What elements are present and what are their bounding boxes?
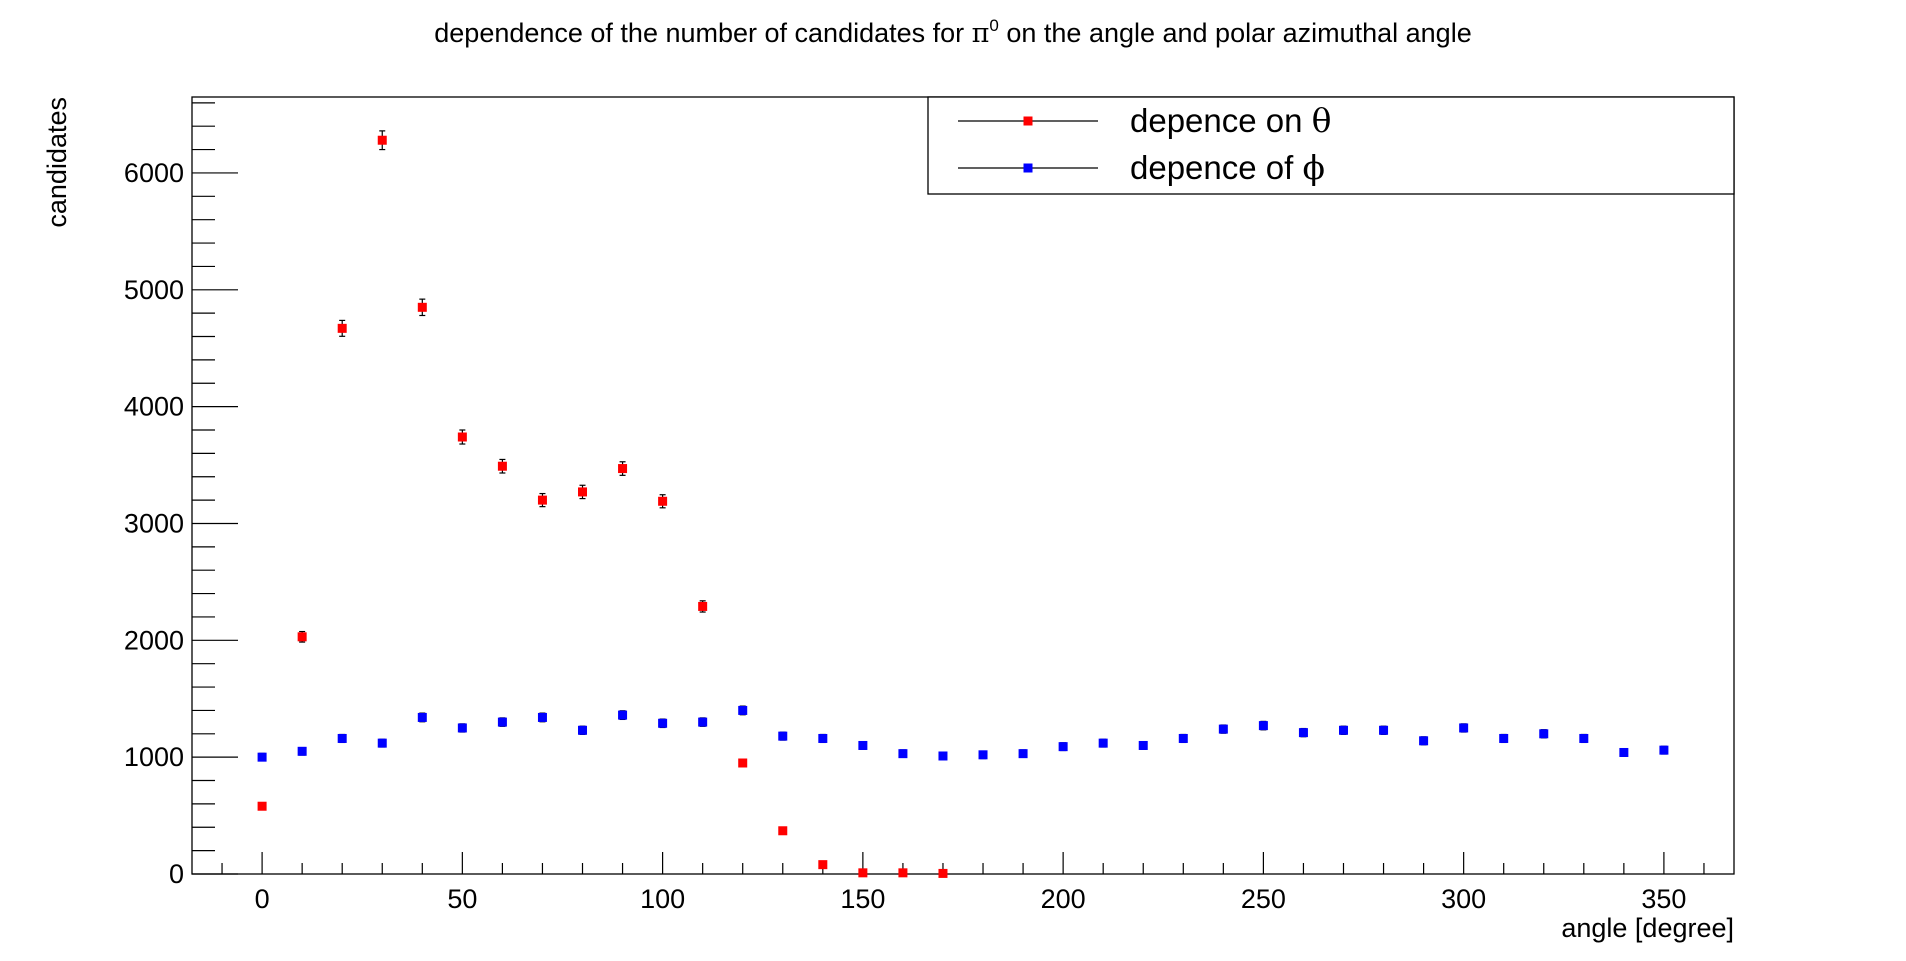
data-point bbox=[978, 750, 988, 760]
data-point bbox=[1138, 740, 1148, 750]
data-point bbox=[578, 487, 588, 497]
y-tick-label: 2000 bbox=[124, 625, 184, 655]
data-point bbox=[1218, 724, 1228, 734]
data-point bbox=[1058, 742, 1068, 752]
data-point bbox=[818, 860, 828, 870]
data-point bbox=[537, 712, 547, 722]
data-point bbox=[297, 632, 307, 642]
data-point bbox=[698, 717, 708, 727]
plot-frame bbox=[191, 96, 1735, 875]
data-point bbox=[377, 135, 387, 145]
x-tick-label: 300 bbox=[1441, 884, 1486, 914]
x-tick-label: 50 bbox=[447, 884, 477, 914]
data-point bbox=[1619, 747, 1629, 757]
data-point bbox=[698, 601, 708, 611]
data-point bbox=[658, 496, 668, 506]
data-point bbox=[1018, 749, 1028, 759]
data-point bbox=[337, 323, 347, 333]
data-point bbox=[497, 461, 507, 471]
x-tick-label: 100 bbox=[640, 884, 685, 914]
data-point bbox=[1459, 723, 1469, 733]
data-point bbox=[537, 495, 547, 505]
data-point bbox=[938, 868, 948, 878]
data-point bbox=[778, 826, 788, 836]
series-0 bbox=[257, 130, 948, 878]
data-point bbox=[778, 731, 788, 741]
x-tick-label: 350 bbox=[1641, 884, 1686, 914]
data-point bbox=[578, 725, 588, 735]
y-tick-label: 1000 bbox=[124, 742, 184, 772]
data-point bbox=[1419, 736, 1429, 746]
data-point bbox=[1178, 733, 1188, 743]
data-point bbox=[618, 710, 628, 720]
data-point bbox=[457, 432, 467, 442]
data-point bbox=[1579, 733, 1589, 743]
data-point bbox=[618, 464, 628, 474]
data-point bbox=[1539, 729, 1549, 739]
y-tick-label: 0 bbox=[169, 859, 184, 889]
y-axis-label: candidates bbox=[42, 97, 72, 228]
y-tick-label: 3000 bbox=[124, 508, 184, 538]
series-1 bbox=[257, 705, 1669, 762]
title-superscript: 0 bbox=[989, 16, 998, 35]
data-point bbox=[858, 868, 868, 878]
legend-marker bbox=[1023, 163, 1033, 173]
marks-layer bbox=[257, 130, 1669, 878]
data-point bbox=[417, 712, 427, 722]
data-point bbox=[1298, 728, 1308, 738]
data-point bbox=[818, 733, 828, 743]
x-tick-label: 250 bbox=[1241, 884, 1286, 914]
data-point bbox=[1338, 725, 1348, 735]
title-pi-symbol: π bbox=[972, 18, 990, 49]
data-point bbox=[417, 302, 427, 312]
data-point bbox=[1499, 733, 1509, 743]
chart-title: dependence of the number of candidates f… bbox=[434, 16, 1471, 49]
axes-layer: 0 50 100 150 200 250 300 350 0 1000 2000 3000 4000 50… bbox=[124, 96, 1735, 914]
data-point bbox=[658, 718, 668, 728]
x-tick-label: 0 bbox=[255, 884, 270, 914]
data-point bbox=[898, 868, 908, 878]
legend-marker bbox=[1023, 116, 1033, 126]
data-point bbox=[898, 749, 908, 759]
data-point bbox=[257, 801, 267, 811]
data-point bbox=[297, 746, 307, 756]
legend-label: depence on θ bbox=[1130, 101, 1332, 140]
data-point bbox=[938, 751, 948, 761]
data-point bbox=[257, 752, 267, 762]
data-point bbox=[1379, 725, 1389, 735]
x-tick-label: 200 bbox=[1041, 884, 1086, 914]
data-point bbox=[1258, 721, 1268, 731]
data-point bbox=[497, 717, 507, 727]
data-point bbox=[457, 723, 467, 733]
data-point bbox=[377, 738, 387, 748]
y-tick-label: 5000 bbox=[124, 275, 184, 305]
y-tick-label: 4000 bbox=[124, 392, 184, 422]
data-point bbox=[337, 733, 347, 743]
y-tick-label: 6000 bbox=[124, 158, 184, 188]
legend: depence on θ depence of ϕ bbox=[927, 96, 1735, 195]
data-point bbox=[1098, 738, 1108, 748]
data-point bbox=[1659, 745, 1669, 755]
data-point bbox=[738, 758, 748, 768]
data-point bbox=[858, 740, 868, 750]
x-axis-label: angle [degree] bbox=[1561, 913, 1734, 943]
x-tick-label: 150 bbox=[840, 884, 885, 914]
legend-box bbox=[927, 96, 1735, 195]
data-point bbox=[738, 705, 748, 715]
legend-label: depence of ϕ bbox=[1130, 148, 1325, 187]
